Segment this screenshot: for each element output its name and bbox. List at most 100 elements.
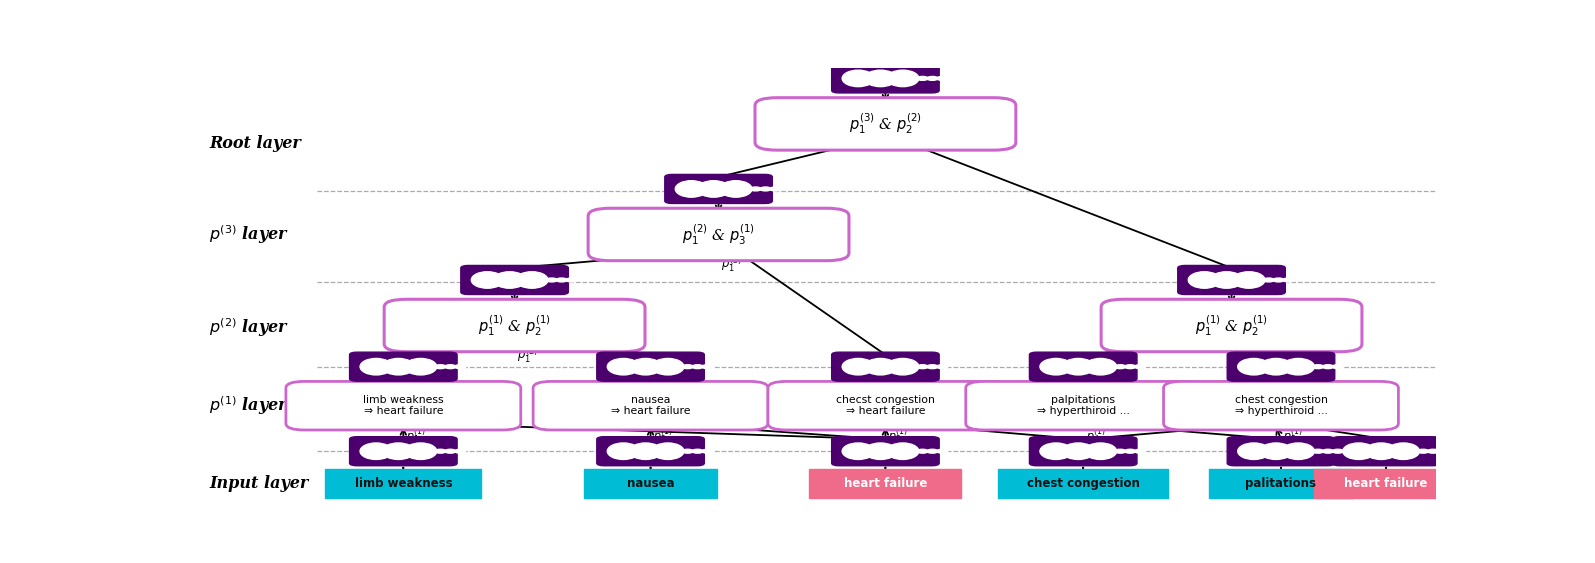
FancyBboxPatch shape <box>831 64 939 93</box>
Text: $p_4^{(1)}$: $p_4^{(1)}$ <box>1086 425 1105 445</box>
Ellipse shape <box>1260 359 1292 375</box>
Circle shape <box>455 449 466 453</box>
Text: palitations: palitations <box>1246 477 1316 490</box>
FancyBboxPatch shape <box>754 98 1016 150</box>
Text: limb weakness: limb weakness <box>354 477 451 490</box>
FancyBboxPatch shape <box>597 352 705 381</box>
Ellipse shape <box>719 181 751 197</box>
Ellipse shape <box>1085 359 1116 375</box>
Circle shape <box>1134 365 1145 369</box>
FancyBboxPatch shape <box>1029 352 1137 381</box>
Text: Root layer: Root layer <box>209 135 301 152</box>
Ellipse shape <box>472 272 504 288</box>
Circle shape <box>445 449 456 453</box>
Ellipse shape <box>405 443 437 459</box>
Text: $p_2^{(1)}$: $p_2^{(1)}$ <box>652 425 673 445</box>
Ellipse shape <box>515 272 549 288</box>
FancyBboxPatch shape <box>533 381 769 430</box>
Ellipse shape <box>1282 359 1314 375</box>
Circle shape <box>936 365 947 369</box>
FancyBboxPatch shape <box>597 437 705 466</box>
Ellipse shape <box>1388 443 1420 459</box>
FancyBboxPatch shape <box>584 470 718 498</box>
Circle shape <box>759 187 770 191</box>
FancyBboxPatch shape <box>967 381 1201 430</box>
Text: $p_1^{(1)}$ & $p_2^{(1)}$: $p_1^{(1)}$ & $p_2^{(1)}$ <box>1195 313 1268 338</box>
Ellipse shape <box>652 359 684 375</box>
Text: $p^{(1)}$ layer: $p^{(1)}$ layer <box>209 394 289 417</box>
Ellipse shape <box>1233 272 1265 288</box>
FancyBboxPatch shape <box>325 470 482 498</box>
Text: $p_3^{(1)}$: $p_3^{(1)}$ <box>888 425 908 445</box>
Circle shape <box>692 449 703 453</box>
Ellipse shape <box>630 443 662 459</box>
Ellipse shape <box>842 443 874 459</box>
FancyBboxPatch shape <box>1164 381 1399 430</box>
Text: $p_1^{(2)}$ & $p_3^{(1)}$: $p_1^{(2)}$ & $p_3^{(1)}$ <box>683 222 754 247</box>
Circle shape <box>1332 365 1343 369</box>
Ellipse shape <box>1211 272 1243 288</box>
Ellipse shape <box>1188 272 1220 288</box>
Circle shape <box>1322 449 1333 453</box>
Circle shape <box>1313 449 1324 453</box>
Circle shape <box>917 77 928 81</box>
Text: $p_1^{(1)}$ & $p_2^{(1)}$: $p_1^{(1)}$ & $p_2^{(1)}$ <box>478 313 550 338</box>
Ellipse shape <box>1040 359 1072 375</box>
Text: chest congestion: chest congestion <box>1027 477 1140 490</box>
Ellipse shape <box>1365 443 1397 459</box>
Text: limb weakness
⇒ heart failure: limb weakness ⇒ heart failure <box>364 395 443 417</box>
Text: $p_1^{(3)}$: $p_1^{(3)}$ <box>721 254 742 274</box>
Text: $p_1^{(3)}$ & $p_2^{(2)}$: $p_1^{(3)}$ & $p_2^{(2)}$ <box>849 111 922 136</box>
Ellipse shape <box>1260 443 1292 459</box>
Text: $p^{(2)}$ layer: $p^{(2)}$ layer <box>209 316 289 339</box>
Text: $p_1^{(2)}$: $p_1^{(2)}$ <box>517 346 538 365</box>
Ellipse shape <box>1062 443 1094 459</box>
Text: heart failure: heart failure <box>1345 477 1428 490</box>
Ellipse shape <box>630 359 662 375</box>
Circle shape <box>445 365 456 369</box>
FancyBboxPatch shape <box>461 266 568 294</box>
Circle shape <box>1273 278 1284 282</box>
Ellipse shape <box>887 70 919 87</box>
Ellipse shape <box>697 181 729 197</box>
Text: chest congestion
⇒ hyperthiroid ...: chest congestion ⇒ hyperthiroid ... <box>1235 395 1327 417</box>
Circle shape <box>435 449 447 453</box>
FancyBboxPatch shape <box>1332 437 1440 466</box>
FancyBboxPatch shape <box>1209 470 1353 498</box>
Circle shape <box>1322 365 1333 369</box>
Circle shape <box>770 187 782 191</box>
Circle shape <box>1115 365 1126 369</box>
Circle shape <box>750 187 761 191</box>
Text: $p_1^{(1)}$: $p_1^{(1)}$ <box>405 425 426 445</box>
Text: heart failure: heart failure <box>844 477 927 490</box>
FancyBboxPatch shape <box>998 470 1169 498</box>
Circle shape <box>702 365 713 369</box>
FancyBboxPatch shape <box>809 470 962 498</box>
Circle shape <box>1124 449 1136 453</box>
Ellipse shape <box>1282 443 1314 459</box>
Circle shape <box>566 278 577 282</box>
Ellipse shape <box>842 70 874 87</box>
FancyBboxPatch shape <box>769 381 1003 430</box>
Circle shape <box>927 449 938 453</box>
FancyBboxPatch shape <box>1101 300 1362 352</box>
Ellipse shape <box>842 359 874 375</box>
Ellipse shape <box>864 359 896 375</box>
Ellipse shape <box>652 443 684 459</box>
FancyBboxPatch shape <box>1314 470 1458 498</box>
Ellipse shape <box>887 359 919 375</box>
Circle shape <box>917 365 928 369</box>
Ellipse shape <box>1238 443 1270 459</box>
Ellipse shape <box>608 359 640 375</box>
Text: $p_2^{(2)}$: $p_2^{(2)}$ <box>1235 346 1255 365</box>
Ellipse shape <box>383 443 415 459</box>
Ellipse shape <box>608 443 640 459</box>
Ellipse shape <box>864 70 896 87</box>
Circle shape <box>435 365 447 369</box>
Ellipse shape <box>493 272 526 288</box>
FancyBboxPatch shape <box>831 352 939 381</box>
Ellipse shape <box>675 181 708 197</box>
Ellipse shape <box>383 359 415 375</box>
Circle shape <box>927 77 938 81</box>
Text: checst congestion
⇒ heart failure: checst congestion ⇒ heart failure <box>836 395 935 417</box>
